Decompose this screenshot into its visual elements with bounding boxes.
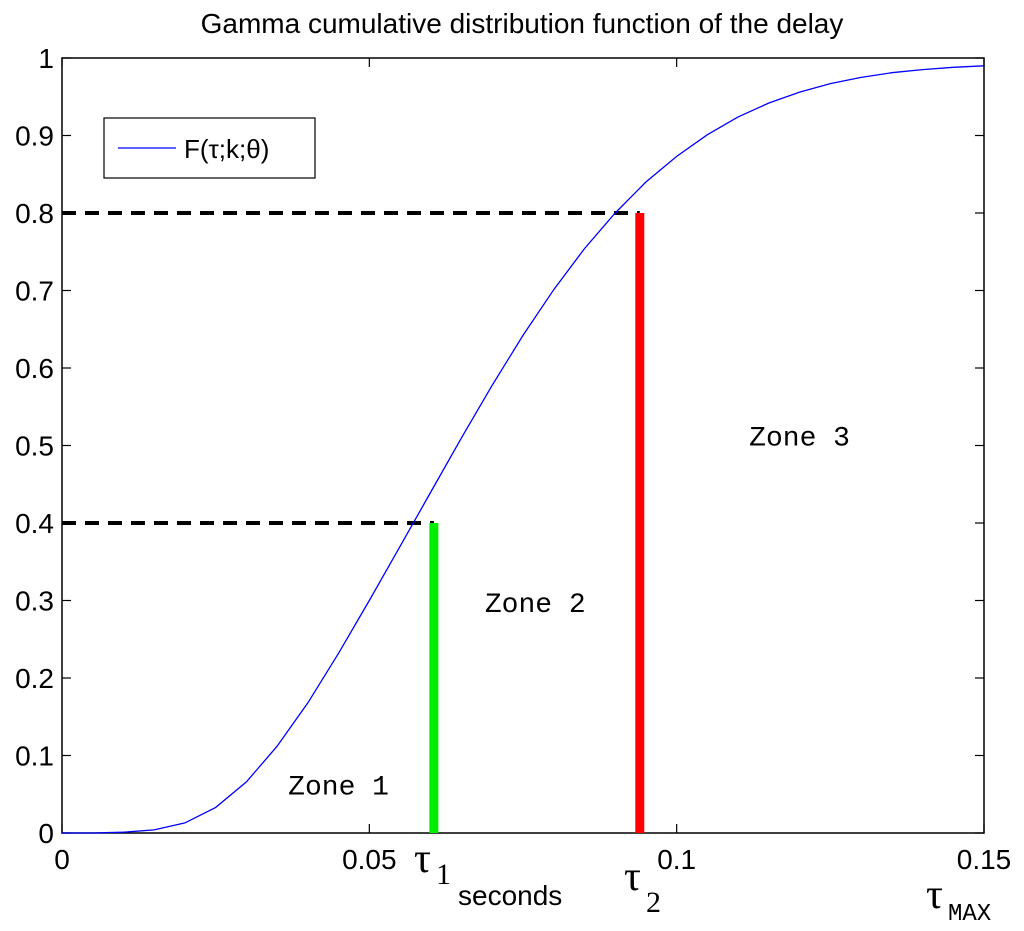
tau1-label: τ bbox=[414, 836, 431, 882]
y-tick-label: 0.3 bbox=[15, 586, 54, 617]
zone-label: Zone 1 bbox=[288, 772, 389, 803]
taumax-subscript: MAX bbox=[948, 901, 991, 928]
chart-title: Gamma cumulative distribution function o… bbox=[201, 8, 844, 39]
marker-bars bbox=[429, 213, 645, 833]
y-tick-label: 0.5 bbox=[15, 431, 54, 462]
x-tick-label: 0.15 bbox=[957, 844, 1012, 875]
legend-label: F(τ;k;θ) bbox=[184, 134, 269, 164]
y-tick-label: 0.2 bbox=[15, 663, 54, 694]
taumax-label: τ bbox=[926, 872, 943, 918]
tau-labels: τ 1 seconds τ 2 τ MAX bbox=[414, 836, 991, 928]
y-tick-label: 1 bbox=[38, 43, 54, 74]
x-axis-unit-label: seconds bbox=[458, 880, 562, 911]
y-tick-label: 0.8 bbox=[15, 198, 54, 229]
x-axis: 0 0.05 0.1 0.15 bbox=[54, 58, 1011, 875]
y-tick-label: 0.7 bbox=[15, 276, 54, 307]
y-tick-label: 0 bbox=[38, 818, 54, 849]
y-axis: 0 0.1 0.2 0.3 0.4 0.5 0.6 0.7 0.8 0.9 1 bbox=[15, 43, 984, 849]
zone-annotations: Zone 1 Zone 2 Zone 3 bbox=[288, 424, 850, 804]
y-tick-label: 0.1 bbox=[15, 741, 54, 772]
y-tick-label: 0.6 bbox=[15, 353, 54, 384]
tau2-subscript: 2 bbox=[646, 886, 661, 919]
legend: F(τ;k;θ) bbox=[103, 117, 316, 179]
tau2-label: τ bbox=[624, 854, 641, 900]
x-tick-label: 0 bbox=[54, 844, 70, 875]
dashed-guides bbox=[62, 211, 640, 525]
series-line bbox=[62, 65, 985, 834]
zone-label: Zone 3 bbox=[749, 424, 850, 455]
zone-label: Zone 2 bbox=[485, 590, 586, 621]
x-tick-label: 0.05 bbox=[342, 844, 397, 875]
x-tick-label: 0.1 bbox=[657, 844, 696, 875]
y-tick-label: 0.9 bbox=[15, 121, 54, 152]
y-tick-label: 0.4 bbox=[15, 508, 54, 539]
series-group bbox=[62, 65, 985, 834]
tau1-subscript: 1 bbox=[436, 858, 451, 891]
